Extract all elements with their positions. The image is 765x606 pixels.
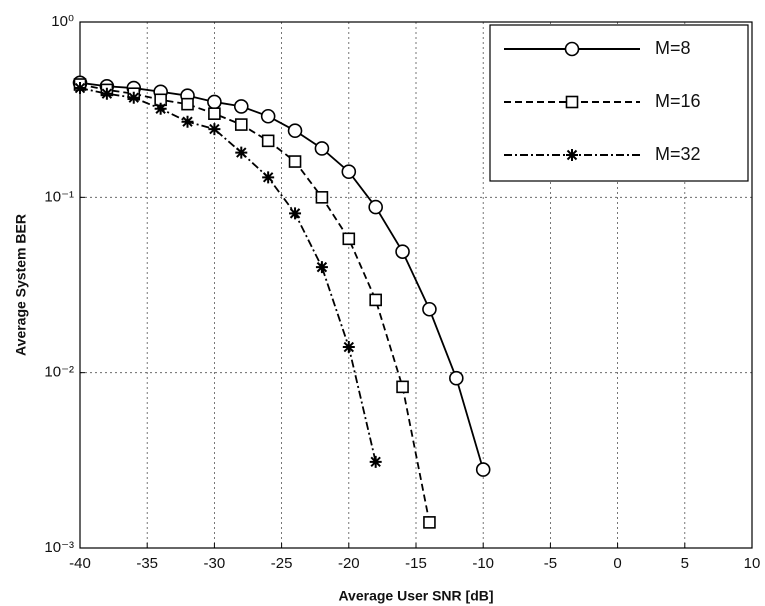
y-tick-label: 10⁰ — [51, 13, 74, 30]
marker — [315, 191, 329, 204]
marker — [208, 107, 221, 120]
marker — [396, 380, 409, 394]
marker — [208, 123, 221, 136]
x-axis-label: Average User SNR [dB] — [338, 588, 493, 604]
legend-marker — [564, 41, 580, 57]
marker — [100, 87, 113, 100]
marker — [422, 301, 437, 317]
marker — [181, 115, 194, 128]
x-tick-label: 0 — [613, 555, 621, 572]
x-tick-label: -20 — [338, 555, 360, 572]
marker — [368, 199, 383, 215]
marker — [342, 232, 356, 246]
marker — [395, 244, 410, 259]
legend-label: M=8 — [655, 38, 691, 58]
marker — [262, 171, 275, 184]
marker — [234, 118, 248, 131]
y-tick-label: 10⁻³ — [44, 539, 74, 556]
marker — [233, 99, 249, 114]
marker — [369, 455, 382, 468]
x-tick-label: -35 — [136, 555, 158, 572]
y-axis-label: Average System BER — [13, 214, 29, 356]
marker — [475, 462, 491, 477]
marker — [369, 293, 382, 307]
y-tick-label: 10⁻¹ — [44, 188, 74, 205]
x-tick-label: 10 — [744, 555, 761, 572]
marker — [235, 146, 248, 159]
marker — [154, 102, 167, 115]
marker — [74, 82, 86, 95]
legend-marker — [566, 149, 578, 161]
marker — [127, 91, 140, 104]
x-tick-label: 5 — [681, 555, 689, 572]
marker — [341, 164, 357, 180]
marker — [289, 207, 302, 220]
marker — [260, 108, 276, 124]
y-tick-label: 10⁻² — [44, 364, 74, 381]
marker — [287, 123, 303, 138]
x-tick-label: -30 — [204, 555, 226, 572]
legend-label: M=32 — [655, 144, 701, 164]
x-tick-label: -40 — [69, 555, 91, 572]
marker — [314, 141, 330, 156]
marker — [315, 261, 328, 274]
x-tick-label: -5 — [544, 555, 557, 572]
marker — [423, 516, 436, 529]
plot-frame — [79, 21, 753, 549]
x-tick-label: -25 — [271, 555, 293, 572]
marker — [261, 134, 275, 148]
marker — [207, 94, 222, 110]
legend-marker — [565, 95, 579, 109]
series-line — [79, 81, 485, 470]
marker — [288, 155, 302, 168]
x-tick-label: -10 — [472, 555, 494, 572]
legend-label: M=16 — [655, 91, 701, 111]
marker — [449, 370, 464, 386]
marker — [342, 341, 355, 354]
x-tick-label: -15 — [405, 555, 427, 572]
marker — [181, 97, 194, 111]
